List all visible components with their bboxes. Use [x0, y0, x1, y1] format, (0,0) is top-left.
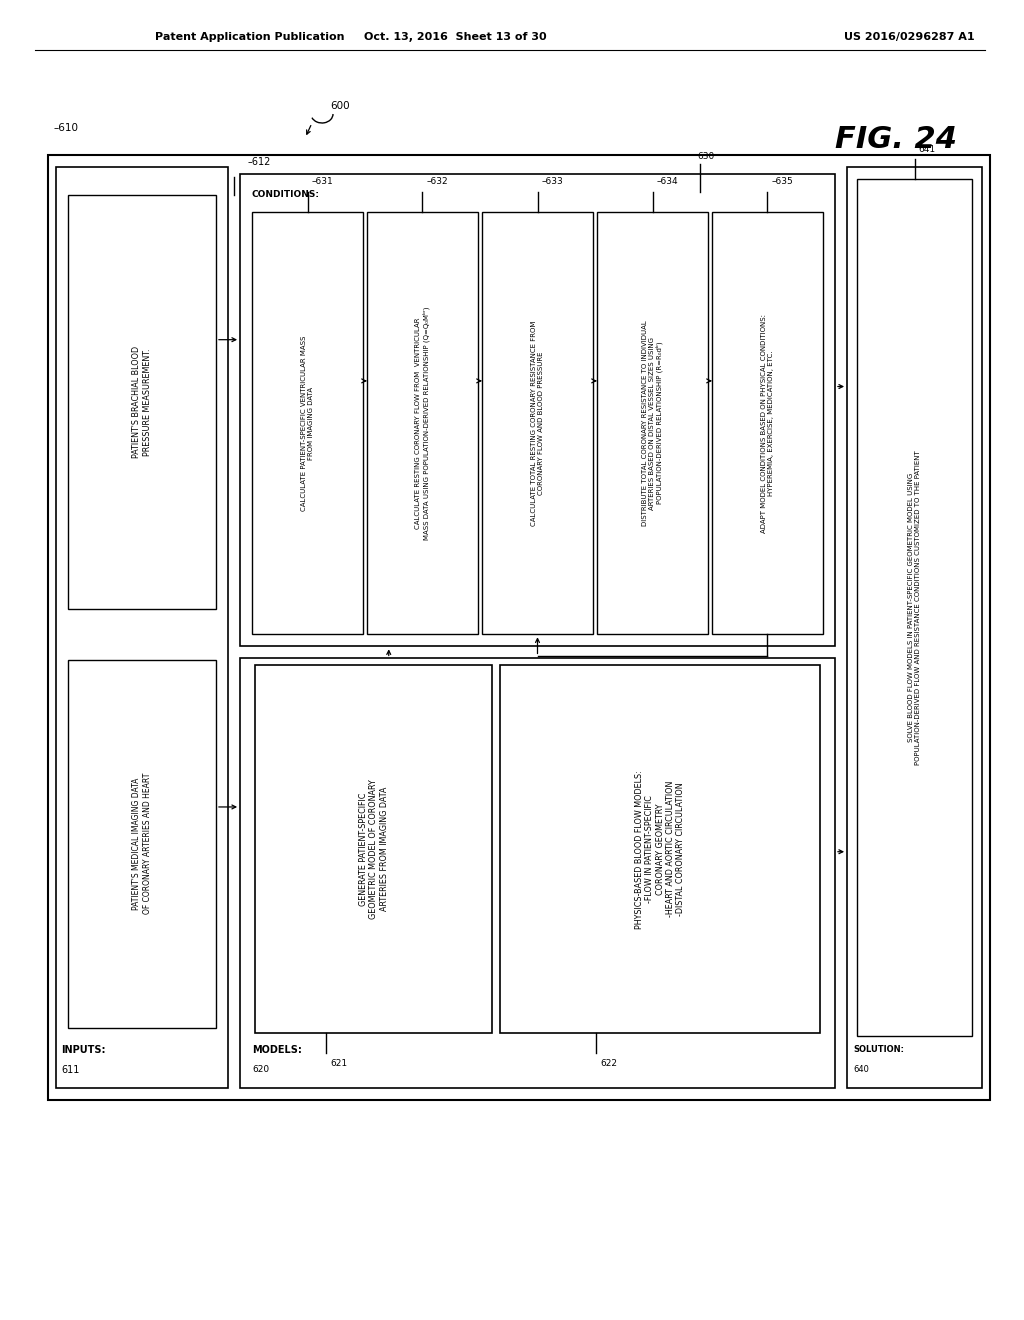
Text: Oct. 13, 2016  Sheet 13 of 30: Oct. 13, 2016 Sheet 13 of 30 — [364, 32, 547, 42]
Text: CALCULATE RESTING CORONARY FLOW FROM  VENTRICULAR
MASS DATA USING POPULATION-DER: CALCULATE RESTING CORONARY FLOW FROM VEN… — [415, 306, 430, 540]
Bar — [482, 213, 593, 635]
Bar — [255, 665, 493, 1034]
Text: 641: 641 — [919, 144, 936, 153]
Text: US 2016/0296287 A1: US 2016/0296287 A1 — [845, 32, 975, 42]
Text: –631: –631 — [311, 177, 333, 186]
Text: FIG. 24: FIG. 24 — [835, 125, 957, 154]
Text: CALCULATE PATIENT-SPECIFIC VENTRICULAR MASS
FROM IMAGING DATA: CALCULATE PATIENT-SPECIFIC VENTRICULAR M… — [301, 335, 314, 511]
Text: SOLVE BLOOD FLOW MODELS IN PATIENT-SPECIFIC GEOMETRIC MODEL USING
POPULATION-DER: SOLVE BLOOD FLOW MODELS IN PATIENT-SPECI… — [908, 450, 921, 764]
Bar — [367, 213, 478, 635]
Text: 620: 620 — [252, 1065, 269, 1074]
Bar — [847, 168, 982, 1088]
Text: 640: 640 — [853, 1065, 869, 1074]
Text: MODELS:: MODELS: — [252, 1045, 302, 1055]
Bar — [252, 213, 362, 635]
Bar — [712, 213, 823, 635]
Bar — [48, 154, 990, 1100]
Bar — [240, 174, 835, 647]
Bar — [597, 213, 708, 635]
Text: 600: 600 — [330, 102, 349, 111]
Bar — [857, 180, 972, 1036]
Text: DISTRIBUTE TOTAL CORONARY RESISTANCE TO INDIVIDUAL
ARTERIES BASED ON DISTAL VESS: DISTRIBUTE TOTAL CORONARY RESISTANCE TO … — [642, 321, 664, 527]
Text: –635: –635 — [771, 177, 794, 186]
Text: PHYSICS-BASED BLOOD FLOW MODELS:
-FLOW IN PATIENT-SPECIFIC
CORONARY GEOMETRY
-HE: PHYSICS-BASED BLOOD FLOW MODELS: -FLOW I… — [635, 770, 685, 928]
Text: 621: 621 — [330, 1059, 347, 1068]
Text: 611: 611 — [61, 1065, 80, 1074]
Text: –612: –612 — [248, 157, 271, 166]
Text: GENERATE PATIENT-SPECIFIC
GEOMETRIC MODEL OF CORONARY
ARTERIES FROM IMAGING DATA: GENERATE PATIENT-SPECIFIC GEOMETRIC MODE… — [358, 779, 388, 919]
Text: INPUTS:: INPUTS: — [61, 1045, 105, 1055]
Bar — [68, 660, 216, 1028]
Text: –633: –633 — [542, 177, 563, 186]
Text: PATIENT'S MEDICAL IMAGING DATA
OF CORONARY ARTERIES AND HEART: PATIENT'S MEDICAL IMAGING DATA OF CORONA… — [132, 774, 152, 915]
Text: ADAPT MODEL CONDITIONS BASED ON PHYSICAL CONDITIONS:
HYPEREMIA, EXERCISE, MEDICA: ADAPT MODEL CONDITIONS BASED ON PHYSICAL… — [761, 314, 774, 533]
Bar — [56, 168, 228, 1088]
Text: –634: –634 — [656, 177, 678, 186]
Text: CONDITIONS:: CONDITIONS: — [252, 190, 319, 199]
Text: 622: 622 — [600, 1059, 617, 1068]
Text: PATIENT'S BRACHIAL BLOOD
PRESSURE MEASUREMENT.: PATIENT'S BRACHIAL BLOOD PRESSURE MEASUR… — [132, 346, 152, 458]
Text: CALCULATE TOTAL RESTING CORONARY RESISTANCE FROM
CORONARY FLOW AND BLOOD PRESSUR: CALCULATE TOTAL RESTING CORONARY RESISTA… — [531, 321, 544, 525]
Bar — [68, 194, 216, 609]
Text: SOLUTION:: SOLUTION: — [853, 1045, 904, 1055]
Bar — [501, 665, 820, 1034]
Bar — [240, 659, 835, 1088]
Text: –610: –610 — [53, 123, 78, 133]
Text: 630: 630 — [697, 152, 715, 161]
Text: Patent Application Publication: Patent Application Publication — [155, 32, 344, 42]
Text: –632: –632 — [427, 177, 449, 186]
